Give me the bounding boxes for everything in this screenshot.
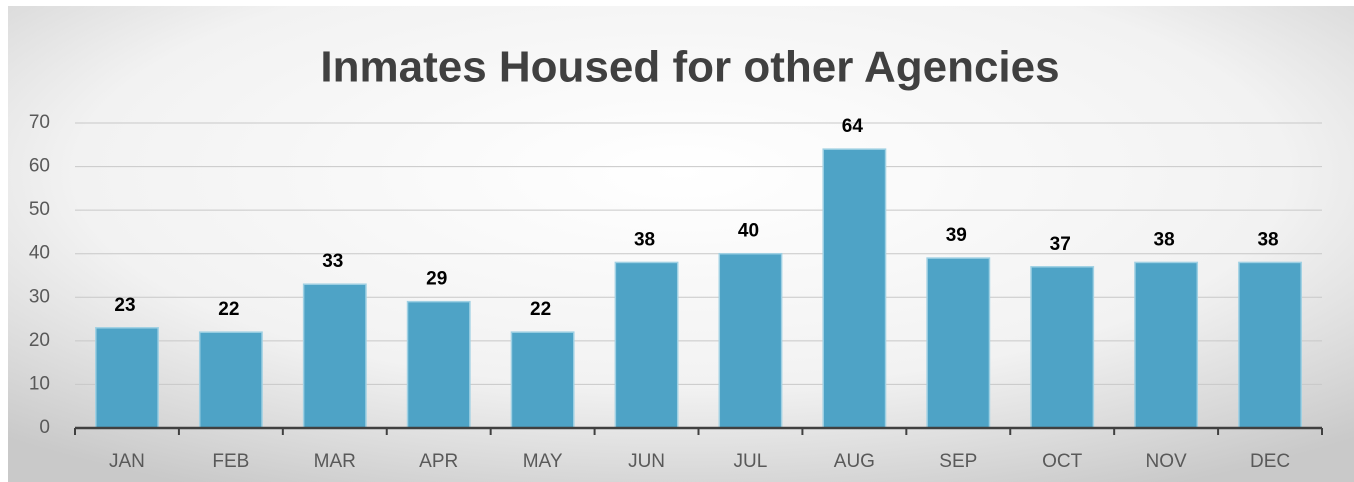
y-tick-label: 0: [39, 417, 50, 438]
value-label: 23: [114, 295, 135, 316]
bar: [198, 331, 263, 429]
x-tick-label: JUL: [734, 451, 768, 472]
value-label: 22: [218, 299, 239, 320]
value-label: 38: [1154, 229, 1175, 250]
x-tick-label: MAY: [523, 451, 563, 472]
bar: [406, 300, 471, 429]
x-tick-label: NOV: [1146, 451, 1188, 472]
value-label: 29: [426, 269, 447, 290]
bar: [95, 327, 159, 429]
x-tick-label: JAN: [109, 451, 145, 472]
y-tick-label: 50: [29, 199, 50, 220]
bar: [302, 283, 367, 429]
y-tick-label: 70: [29, 112, 50, 133]
x-tick-label: OCT: [1042, 451, 1083, 472]
value-label: 37: [1050, 234, 1071, 255]
x-tick-label: APR: [419, 451, 458, 472]
value-label: 38: [1257, 229, 1278, 250]
x-tick-label: JUN: [628, 451, 665, 472]
y-tick-label: 40: [29, 243, 50, 264]
bar: [1134, 261, 1199, 429]
value-label: 39: [946, 225, 967, 246]
bar: [1238, 261, 1302, 429]
bar: [510, 331, 575, 429]
bar: [822, 148, 887, 429]
y-tick-label: 10: [29, 373, 50, 394]
value-label: 38: [634, 229, 655, 250]
x-tick-label: FEB: [212, 451, 249, 472]
x-tick-label: AUG: [834, 451, 875, 472]
x-tick-label: DEC: [1250, 451, 1290, 472]
value-label: 40: [738, 221, 759, 242]
y-tick-label: 30: [29, 286, 50, 307]
bar: [926, 257, 991, 429]
value-label: 64: [842, 116, 864, 137]
y-tick-label: 20: [29, 330, 50, 351]
x-tick-label: SEP: [939, 451, 977, 472]
value-label: 22: [530, 299, 551, 320]
value-label: 33: [322, 251, 343, 272]
bar: [614, 261, 679, 429]
bar: [718, 252, 783, 429]
x-tick-label: MAR: [314, 451, 356, 472]
y-tick-label: 60: [29, 156, 50, 177]
chart-title: Inmates Housed for other Agencies: [320, 43, 1059, 92]
bar: [1030, 266, 1095, 429]
